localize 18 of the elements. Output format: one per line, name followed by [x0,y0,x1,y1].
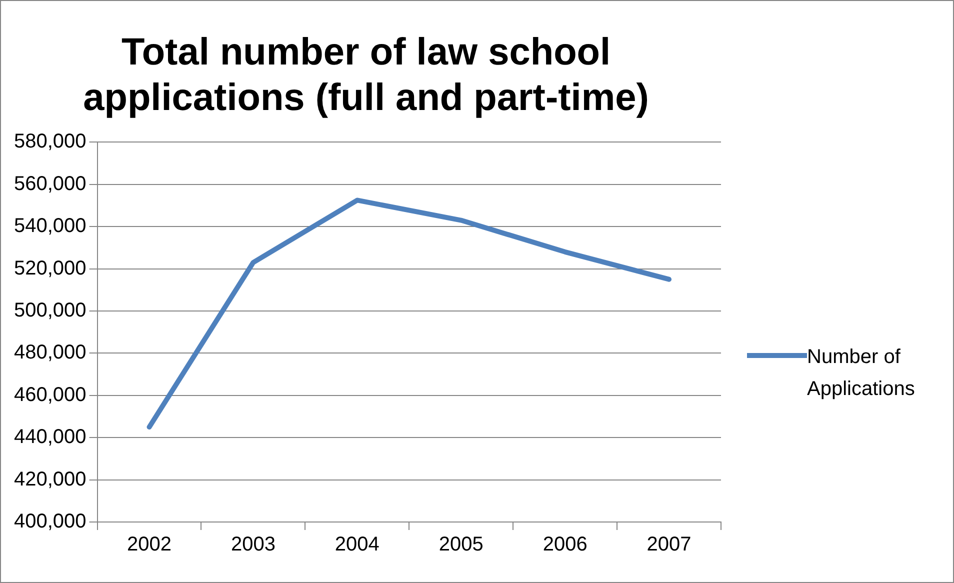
y-tick-label: 580,000 [14,130,86,153]
y-tick-label: 420,000 [14,468,86,490]
y-tick-label: 400,000 [14,510,86,533]
x-tick-label: 2003 [230,534,276,556]
y-tick-label: 540,000 [14,215,86,238]
x-tick-label: 2007 [646,534,692,556]
y-tick-label: 520,000 [14,257,86,280]
y-tick-label: 560,000 [14,172,86,195]
x-tick-label: 2002 [127,534,172,556]
x-tick-label: 2006 [542,534,588,556]
x-tick-label: 2004 [334,534,380,556]
y-tick-label: 440,000 [14,426,86,448]
y-tick-label: 460,000 [14,384,86,406]
y-tick-label: 480,000 [14,342,86,364]
chart-title: Total number of law school applications (full and part-time) [83,31,649,119]
y-tick-label: 500,000 [14,300,86,322]
x-tick-label: 2005 [438,534,484,556]
legend-label: Number of Applications [807,345,916,402]
